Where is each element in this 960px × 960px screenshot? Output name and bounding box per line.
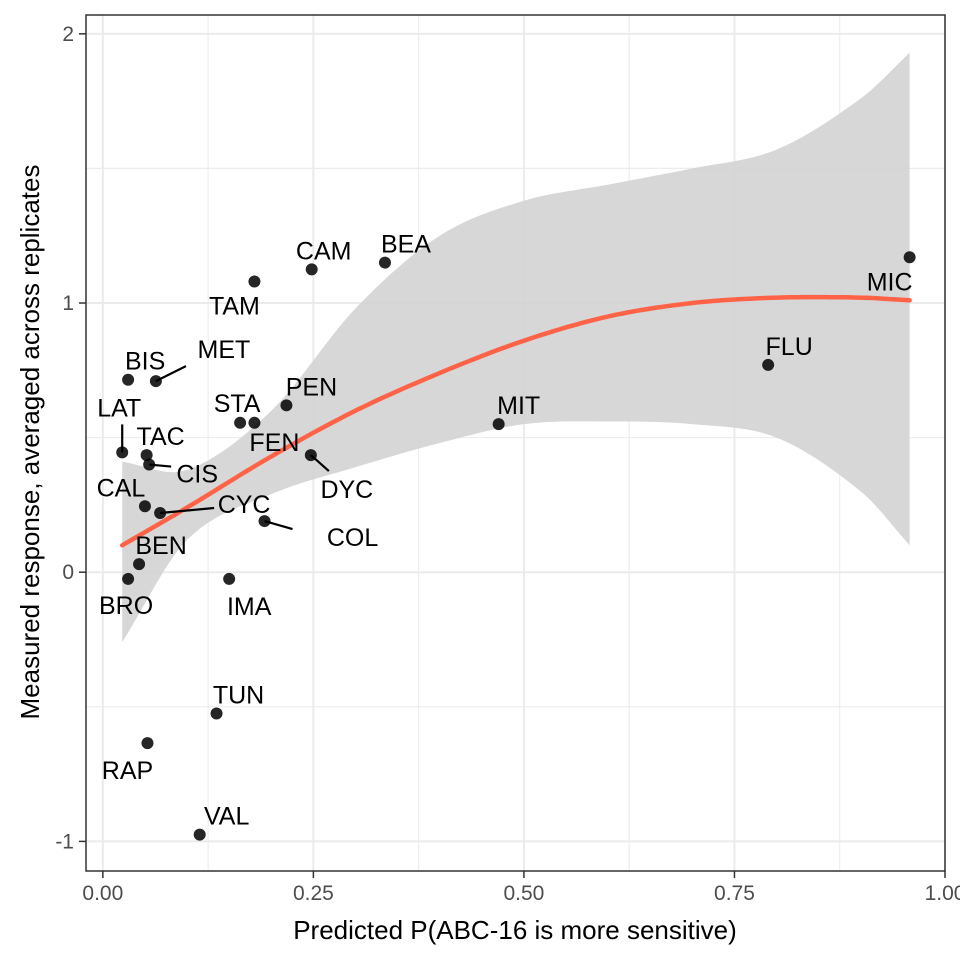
point-label-bis: BIS — [125, 348, 165, 376]
point-label-cam: CAM — [296, 237, 352, 265]
point-ben — [133, 558, 146, 571]
point-label-cyc: CYC — [218, 491, 271, 519]
x-tick-label: 0.25 — [293, 882, 334, 905]
point-tac — [140, 449, 153, 462]
point-pen — [280, 399, 293, 412]
x-tick-label: 0.50 — [503, 882, 544, 905]
label-leader-met — [155, 365, 187, 383]
point-label-mic: MIC — [867, 268, 913, 296]
fit-line — [119, 294, 912, 548]
label-leader-dyc — [310, 454, 330, 472]
point-label-dyc: DYC — [320, 476, 373, 504]
point-rap — [141, 737, 154, 750]
y-axis-title: Measured response, averaged across repli… — [15, 165, 45, 720]
point-label-rap: RAP — [102, 757, 153, 785]
point-tam — [248, 275, 261, 288]
point-fen — [248, 416, 261, 429]
fit-curve — [119, 294, 912, 548]
point-mit — [492, 418, 505, 431]
point-bis — [122, 373, 135, 386]
point-label-tac: TAC — [137, 423, 185, 451]
point-flu — [762, 358, 775, 371]
label-leader-cis — [149, 463, 172, 468]
y-tick-label: 0 — [62, 561, 74, 584]
point-label-val: VAL — [204, 803, 249, 831]
point-cal — [138, 500, 151, 513]
axes: 0.00 0.25 0.50 0.75 1.00 -1 0 1 2 — [55, 23, 960, 905]
point-label-col: COL — [327, 524, 379, 552]
label-leader-cyc — [160, 506, 215, 515]
panel-border — [85, 14, 946, 872]
point-bea — [378, 256, 391, 269]
point-label-tam: TAM — [209, 292, 260, 320]
confidence-ribbon — [122, 52, 910, 643]
point-label-flu: FLU — [766, 333, 813, 361]
y-tick-label: 2 — [62, 23, 74, 46]
ribbon-area — [122, 52, 910, 643]
point-label-bea: BEA — [381, 231, 431, 259]
point-label-cal: CAL — [97, 474, 146, 502]
point-label-pen: PEN — [286, 373, 337, 401]
point-ima — [223, 572, 236, 585]
point-label-met: MET — [198, 336, 251, 364]
x-tick-label: 0.75 — [714, 882, 755, 905]
point-label-cis: CIS — [176, 461, 218, 489]
y-tick-label: 1 — [62, 292, 74, 315]
x-tick-label: 0.00 — [82, 882, 123, 905]
label-leader-col — [264, 520, 293, 531]
point-label-fen: FEN — [249, 429, 299, 457]
point-val — [193, 828, 206, 841]
point-label-ben: BEN — [135, 532, 186, 560]
point-label-tun: TUN — [213, 682, 264, 710]
y-tick-label: -1 — [55, 830, 74, 853]
point-sta — [234, 416, 247, 429]
x-axis-title: Predicted P(ABC-16 is more sensitive) — [293, 915, 737, 945]
point-label-sta: STA — [214, 390, 261, 418]
point-label-bro: BRO — [99, 592, 153, 620]
point-cam — [305, 263, 318, 276]
point-tun — [210, 707, 223, 720]
point-label-lat: LAT — [97, 394, 141, 422]
point-bro — [122, 572, 135, 585]
point-mic — [903, 251, 916, 264]
point-label-ima: IMA — [227, 593, 272, 621]
x-tick-label: 1.00 — [925, 882, 960, 905]
point-label-mit: MIT — [497, 392, 540, 420]
